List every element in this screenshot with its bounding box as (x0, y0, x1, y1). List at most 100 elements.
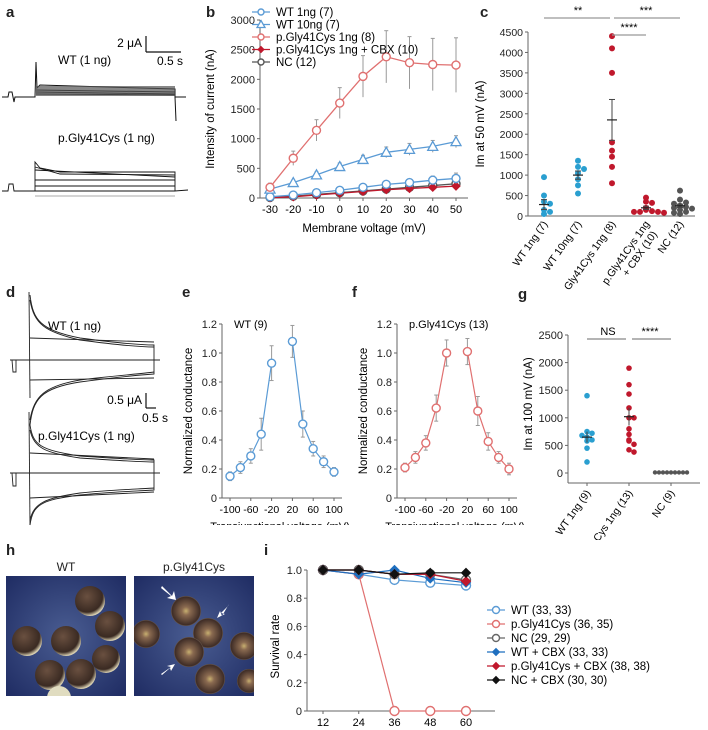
group-0 (539, 174, 553, 217)
panel-label-e: e (182, 284, 191, 301)
data-point (389, 569, 400, 580)
chart-title: p.Gly41Cys (13) (409, 319, 488, 331)
data-point (381, 179, 391, 190)
data-point (462, 346, 473, 357)
x-tick-label: 12 (317, 717, 329, 729)
data-point (389, 705, 400, 717)
data-point (683, 199, 689, 206)
y-axis-label: Intensity of current (nA) (205, 49, 217, 169)
egg-image-wt (6, 576, 126, 696)
x-tick-label: 20 (287, 504, 299, 516)
x-tick-label: 36 (388, 717, 400, 729)
group-1 (624, 365, 637, 455)
data-point (335, 185, 345, 195)
panel-label-g: g (518, 286, 528, 303)
data-point (358, 71, 368, 82)
panel-label-a: a (6, 4, 15, 21)
x-axis-label: Transjunctional voltage (mV) (210, 521, 350, 525)
data-point (504, 464, 514, 474)
chart-title: WT (9) (234, 319, 267, 331)
group-0 (579, 392, 595, 465)
data-point (656, 470, 662, 475)
image-label-mut: p.Gly41Cys (162, 560, 226, 574)
data-point (318, 457, 329, 467)
data-point (311, 187, 322, 198)
data-point (626, 365, 632, 371)
y-tick-label: 1000 (500, 170, 524, 182)
x-tick-label: 60 (307, 504, 319, 516)
image-label-wt: WT (56, 560, 76, 574)
y-tick-label: 0.2 (377, 464, 392, 476)
data-point (671, 209, 677, 216)
y-tick-label: 2500 (231, 45, 255, 57)
data-point (584, 445, 590, 451)
data-point (684, 470, 690, 475)
y-axis-label: Im at 50 mV (nA) (475, 80, 487, 167)
data-point (649, 208, 655, 215)
data-point (609, 147, 615, 154)
legend-marker (257, 33, 265, 41)
data-point (584, 459, 590, 465)
data-point (609, 69, 615, 76)
x-tick-label: 24 (353, 717, 365, 729)
data-point (425, 705, 436, 717)
scale-bar-a (145, 36, 181, 53)
data-point (672, 470, 678, 475)
scale-current-d: 0.5 μA (107, 393, 142, 407)
y-tick-label: 0.2 (287, 678, 302, 690)
significance-label: **** (641, 326, 659, 338)
data-point (589, 437, 595, 443)
arrow-icons (161, 586, 229, 675)
data-point (631, 441, 637, 448)
x-tick-label: -60 (418, 504, 433, 516)
x-tick-label: 100 (325, 504, 343, 516)
x-category-label-line: NC (12) (656, 219, 687, 256)
data-point (266, 358, 277, 368)
data-point (288, 153, 298, 163)
data-point (541, 192, 547, 199)
data-point (676, 470, 682, 475)
y-tick-label: 4000 (500, 47, 524, 59)
data-point (483, 436, 493, 447)
x-tick-label: 100 (500, 504, 518, 516)
legend-marker (491, 633, 501, 643)
y-tick-label: 4500 (500, 27, 524, 39)
group-4 (671, 187, 695, 217)
data-point (689, 205, 695, 212)
significance-label: NS (600, 326, 615, 338)
x-tick-label: -60 (243, 504, 258, 516)
data-point (358, 182, 368, 193)
arrow-icon (161, 664, 175, 675)
data-point (317, 564, 329, 576)
series-5 (317, 564, 472, 580)
trace-label-wt-d: WT (1 ng) (48, 319, 101, 333)
data-point (451, 181, 461, 191)
data-point (609, 45, 615, 52)
y-tick-label: 1500 (231, 104, 255, 116)
y-tick-label: 2500 (500, 109, 524, 121)
chart-c: 0 500 1000 1500 2000 2500 3000 3500 4000 4500 Im a… (475, 5, 695, 290)
panel-label-i: i (264, 542, 269, 559)
x-tick-label: -100 (219, 504, 240, 516)
data-point (575, 157, 581, 164)
data-point (400, 462, 410, 473)
y-tick-label: 0 (249, 193, 255, 205)
data-point (421, 438, 431, 448)
series-2 (265, 30, 461, 193)
trace-mut-a (2, 160, 189, 197)
data-point (609, 163, 615, 170)
y-tick-label: 0 (211, 493, 217, 505)
egg-image-mut (134, 576, 254, 696)
data-point (298, 419, 308, 429)
panel-label-c: c (480, 4, 489, 21)
y-tick-label: 2500 (539, 330, 563, 342)
data-point (428, 175, 438, 185)
data-point (404, 177, 415, 188)
legend-marker (257, 8, 265, 16)
data-point (287, 176, 300, 188)
y-tick-label: 0.6 (377, 406, 392, 418)
data-point (426, 140, 439, 152)
data-point (310, 168, 323, 180)
x-tick-label: 30 (403, 204, 415, 216)
data-point (683, 208, 689, 215)
